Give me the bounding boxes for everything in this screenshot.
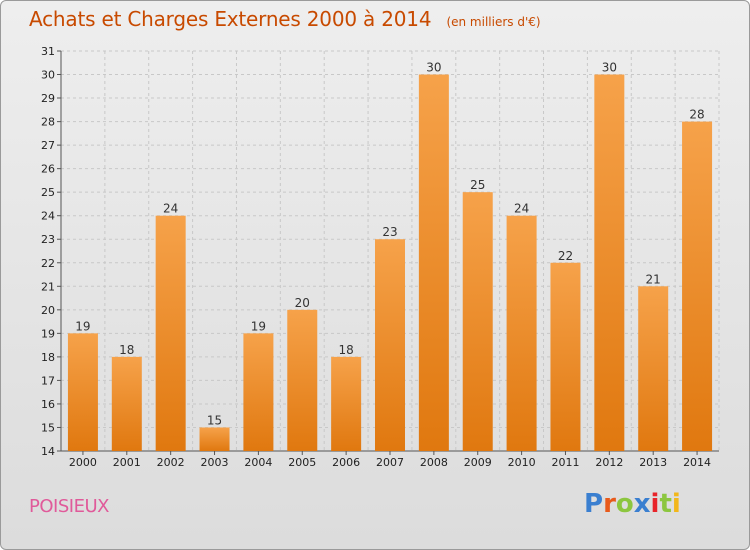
y-tick-label: 30 — [41, 69, 55, 82]
bar-2003[interactable] — [199, 427, 230, 451]
logo-letter: P — [584, 489, 604, 519]
data-label: 15 — [207, 413, 222, 427]
x-tick-label: 2008 — [420, 456, 448, 469]
x-tick-label: 2006 — [332, 456, 360, 469]
y-tick-label: 14 — [41, 445, 55, 458]
data-label: 19 — [75, 319, 90, 333]
data-label: 24 — [163, 202, 178, 216]
title-row: Achats et Charges Externes 2000 à 2014 (… — [29, 7, 541, 31]
data-label: 20 — [295, 296, 310, 310]
logo-letter: o — [615, 489, 634, 519]
x-tick-label: 2004 — [244, 456, 272, 469]
place-name: POISIEUX — [29, 496, 109, 517]
x-tick-label: 2014 — [683, 456, 711, 469]
logo-letter: t — [659, 489, 672, 519]
data-label: 18 — [119, 343, 134, 357]
data-label: 22 — [558, 249, 573, 263]
bar-2013[interactable] — [638, 286, 669, 451]
bar-2012[interactable] — [594, 74, 625, 451]
data-label: 30 — [426, 61, 441, 75]
x-tick-label: 2000 — [69, 456, 97, 469]
bar-2009[interactable] — [462, 192, 493, 452]
bar-2005[interactable] — [287, 309, 318, 451]
bar-2006[interactable] — [331, 356, 362, 451]
y-tick-label: 27 — [41, 139, 55, 152]
bar-2004[interactable] — [243, 333, 274, 451]
chart-unit: (en milliers d'€) — [446, 15, 541, 29]
y-tick-label: 25 — [41, 186, 55, 199]
x-tick-label: 2007 — [376, 456, 404, 469]
logo-letter: i — [671, 489, 681, 519]
y-tick-label: 18 — [41, 351, 55, 364]
x-tick-label: 2011 — [551, 456, 579, 469]
data-label: 28 — [689, 108, 704, 122]
data-label: 21 — [646, 272, 661, 286]
data-label: 24 — [514, 202, 529, 216]
x-tick-label: 2003 — [201, 456, 229, 469]
y-tick-label: 22 — [41, 257, 55, 270]
bar-2014[interactable] — [682, 121, 713, 452]
bar-2000[interactable] — [67, 333, 98, 451]
logo-letter: x — [633, 489, 651, 519]
label-layer: 19 18 24 15 19 20 18 23 30 25 24 22 30 21 28 — [75, 61, 704, 428]
y-tick-label: 24 — [41, 210, 55, 223]
x-tick-label: 2010 — [508, 456, 536, 469]
bar-2010[interactable] — [506, 215, 537, 451]
y-tick-label: 17 — [41, 374, 55, 387]
y-tick-label: 26 — [41, 163, 55, 176]
bar-2008[interactable] — [418, 74, 449, 451]
y-tick-label: 29 — [41, 92, 55, 105]
x-tick-label: 2012 — [595, 456, 623, 469]
logo-letter: i — [650, 489, 660, 519]
y-tick-label: 20 — [41, 304, 55, 317]
bar-2002[interactable] — [155, 215, 186, 451]
chart-title: Achats et Charges Externes 2000 à 2014 — [29, 7, 432, 31]
y-tick-label: 31 — [41, 45, 55, 58]
x-tick-label: 2013 — [639, 456, 667, 469]
bar-2011[interactable] — [550, 262, 581, 451]
y-tick-label: 15 — [41, 421, 55, 434]
data-label: 18 — [338, 343, 353, 357]
bar-layer — [67, 74, 713, 452]
logo-letter: r — [603, 489, 616, 519]
data-label: 19 — [251, 319, 266, 333]
data-label: 23 — [382, 225, 397, 239]
proxiti-logo[interactable]: Proxiti — [584, 489, 681, 519]
y-tick-label: 16 — [41, 398, 55, 411]
y-tick-label: 23 — [41, 233, 55, 246]
x-tick-label: 2009 — [464, 456, 492, 469]
x-tick-label: 2005 — [288, 456, 316, 469]
data-label: 25 — [470, 178, 485, 192]
y-tick-label: 28 — [41, 116, 55, 129]
y-tick-label: 21 — [41, 280, 55, 293]
x-tick-label: 2001 — [113, 456, 141, 469]
x-tick-label: 2002 — [157, 456, 185, 469]
data-label: 30 — [602, 61, 617, 75]
y-tick-label: 19 — [41, 327, 55, 340]
bar-2001[interactable] — [111, 356, 142, 451]
bar-2007[interactable] — [375, 239, 405, 451]
